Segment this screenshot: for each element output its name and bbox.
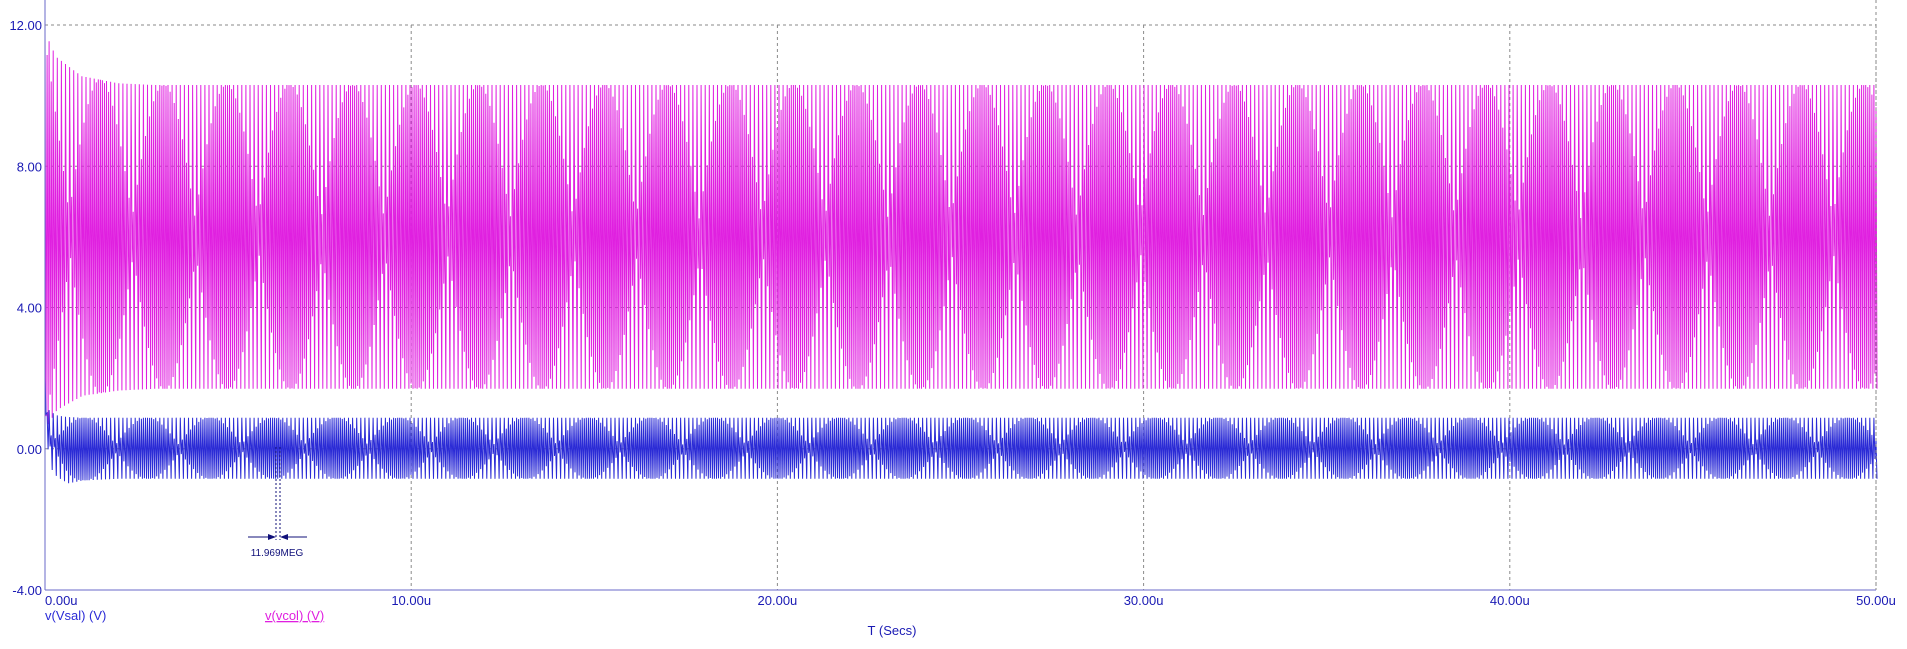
y-tick-label: -4.00 <box>12 583 42 598</box>
measurement-marker[interactable]: 11.969MEG <box>248 447 307 559</box>
x-axis-label: T (Secs) <box>868 623 917 638</box>
legend-vcol[interactable]: v(vcol) (V) <box>265 608 324 623</box>
series-line <box>44 32 1878 425</box>
y-tick-label: 8.00 <box>17 159 42 174</box>
series-vcol-trace <box>44 32 1878 425</box>
legend-vsal[interactable]: v(Vsal) (V) <box>45 608 106 623</box>
series-line <box>44 378 1878 484</box>
measurement-arrow-left-icon <box>268 534 276 540</box>
x-tick-labels: 0.00u 10.00u 20.00u 30.00u 40.00u 50.00u <box>45 593 1896 608</box>
x-tick-label: 40.00u <box>1490 593 1530 608</box>
x-tick-label: 50.00u <box>1856 593 1896 608</box>
y-tick-label: 4.00 <box>17 301 42 316</box>
measurement-arrow-right-icon <box>280 534 288 540</box>
x-tick-label: 0.00u <box>45 593 78 608</box>
x-tick-label: 10.00u <box>391 593 431 608</box>
x-tick-label: 30.00u <box>1124 593 1164 608</box>
plot-frame <box>44 0 1877 591</box>
y-tick-label: 12.00 <box>9 18 42 33</box>
y-tick-label: 0.00 <box>17 442 42 457</box>
y-tick-labels: 12.00 8.00 4.00 0.00 -4.00 <box>9 18 42 598</box>
series-vsal-trace <box>44 378 1878 484</box>
x-tick-label: 20.00u <box>758 593 798 608</box>
measurement-label: 11.969MEG <box>251 548 304 559</box>
